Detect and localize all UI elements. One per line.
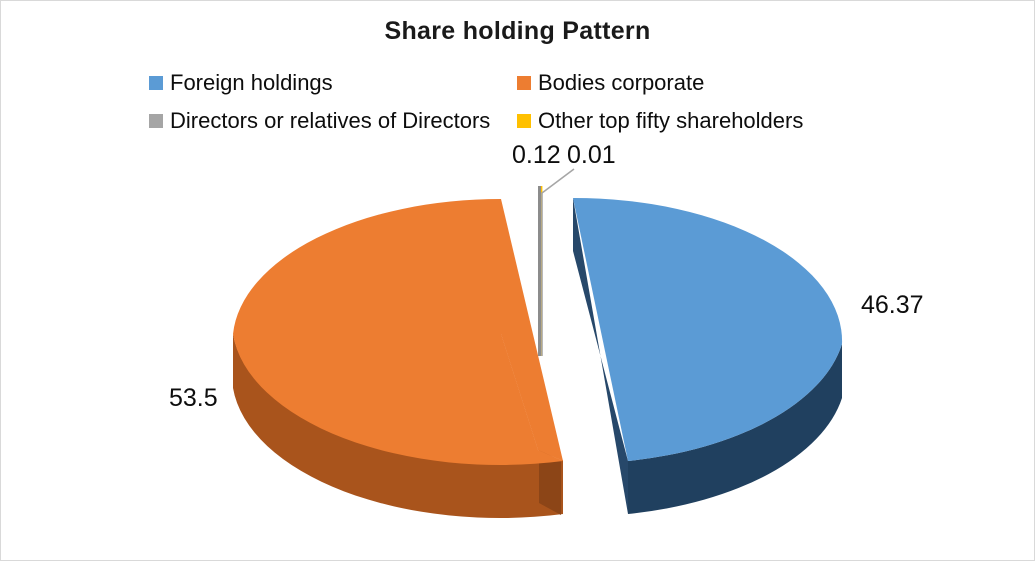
legend-item-bodies-corporate[interactable]: Bodies corporate [517,64,704,102]
pie-slice-bodies-corporate-edge [539,449,561,515]
legend-item-other-top-fifty[interactable]: Other top fifty shareholders [517,102,803,140]
pie-slice-foreign-holdings-face [573,197,843,461]
data-label-foreign-holdings: 46.37 [861,291,924,319]
legend-label-bodies-corporate: Bodies corporate [538,70,705,95]
legend-swatch-bodies-corporate-icon [517,76,531,90]
legend-label-other-top-fifty: Other top fifty shareholders [538,108,804,133]
chart-title: Share holding Pattern [384,17,651,45]
chart-legend: Foreign holdings Bodies corporate Direct… [1,64,1034,142]
legend-label-directors: Directors or relatives of Directors [170,108,491,133]
legend-swatch-other-top-fifty-icon [517,114,531,128]
legend-item-directors[interactable]: Directors or relatives of Directors [149,102,490,140]
pie-slice-bodies-corporate-face [233,198,563,466]
legend-label-foreign-holdings: Foreign holdings [170,70,333,95]
pie-slice-directors[interactable] [538,186,541,356]
data-label-directors: 0.12 [512,141,561,169]
legend-row: Foreign holdings Bodies corporate [1,64,1034,102]
data-label-leader-line [541,168,575,356]
pie-slice-bodies-corporate-wedge [501,199,563,461]
pie-slice-foreign-holdings[interactable] [573,197,843,514]
legend-item-foreign-holdings[interactable]: Foreign holdings [149,64,333,102]
pie-slice-bodies-corporate-depth [233,334,563,519]
data-label-bodies-corporate: 53.5 [169,384,218,412]
legend-swatch-foreign-holdings-icon [149,76,163,90]
legend-row: Directors or relatives of Directors Othe… [1,102,1034,140]
pie-slice-foreign-holdings-depth [628,344,842,514]
pie-slice-bodies-corporate[interactable] [233,198,563,519]
data-label-other-top-fifty: 0.01 [567,141,616,169]
pie-slice-foreign-holdings-edge [573,198,628,514]
legend-swatch-directors-icon [149,114,163,128]
pie-slice-directors-sliver [538,186,541,356]
